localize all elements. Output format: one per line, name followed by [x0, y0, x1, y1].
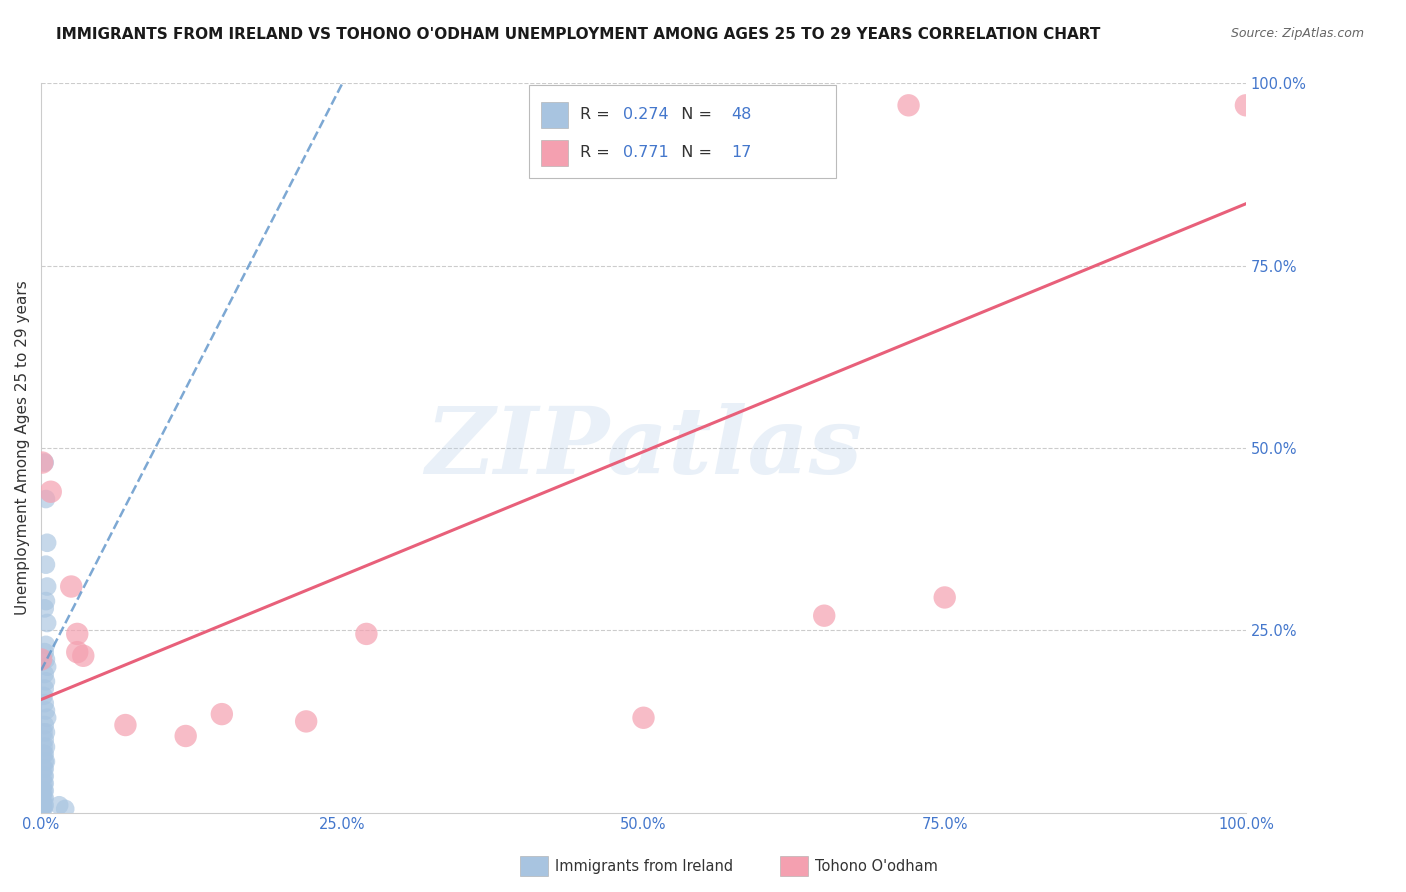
Point: [34, 645, 56, 659]
Point: [32, 739, 55, 754]
Point: [66, 627, 89, 641]
Text: Immigrants from Ireland: Immigrants from Ireland: [555, 859, 734, 873]
Point: [32, 791, 55, 805]
Point: [35, 594, 58, 608]
Point: [31, 802, 53, 816]
Text: ZIPatlas: ZIPatlas: [425, 403, 862, 493]
Point: [356, 627, 378, 641]
Point: [35, 674, 58, 689]
Point: [31, 783, 53, 797]
Point: [37, 535, 59, 549]
Point: [37, 615, 59, 630]
Point: [32, 725, 55, 739]
Point: [897, 98, 920, 112]
Point: [32, 802, 55, 816]
Point: [295, 714, 318, 729]
Point: [37, 580, 59, 594]
Point: [34, 769, 56, 783]
FancyBboxPatch shape: [541, 139, 568, 166]
Y-axis label: Unemployment Among Ages 25 to 29 years: Unemployment Among Ages 25 to 29 years: [15, 281, 30, 615]
Point: [32, 783, 55, 797]
Point: [633, 711, 655, 725]
Point: [48, 798, 70, 813]
FancyBboxPatch shape: [529, 85, 837, 178]
Point: [35, 491, 58, 506]
Text: R =: R =: [579, 107, 614, 122]
Point: [31, 791, 53, 805]
Text: N =: N =: [671, 107, 717, 122]
Point: [174, 729, 197, 743]
FancyBboxPatch shape: [541, 102, 568, 128]
Point: [35, 739, 58, 754]
Point: [37, 711, 59, 725]
Text: 48: 48: [731, 107, 752, 122]
Point: [53, 802, 76, 816]
Point: [37, 659, 59, 673]
Point: [1234, 98, 1257, 112]
Point: [72, 648, 94, 663]
Point: [31, 456, 53, 470]
Point: [60, 580, 83, 594]
Point: [34, 791, 56, 805]
Point: [34, 783, 56, 797]
Point: [934, 591, 956, 605]
Point: [34, 762, 56, 776]
Text: 0.274: 0.274: [623, 107, 669, 122]
Text: IMMIGRANTS FROM IRELAND VS TOHONO O'ODHAM UNEMPLOYMENT AMONG AGES 25 TO 29 YEARS: IMMIGRANTS FROM IRELAND VS TOHONO O'ODHA…: [56, 27, 1101, 42]
Point: [34, 667, 56, 681]
Point: [39, 484, 62, 499]
Point: [211, 707, 233, 722]
Point: [30, 652, 52, 666]
Text: N =: N =: [671, 145, 717, 161]
Point: [32, 798, 55, 813]
Point: [114, 718, 136, 732]
Point: [34, 456, 56, 470]
Point: [31, 798, 53, 813]
Point: [35, 725, 58, 739]
Text: Source: ZipAtlas.com: Source: ZipAtlas.com: [1230, 27, 1364, 40]
Point: [34, 732, 56, 747]
Point: [34, 747, 56, 762]
Point: [34, 755, 56, 769]
Text: R =: R =: [579, 145, 614, 161]
Point: [35, 652, 58, 666]
Point: [34, 696, 56, 710]
Point: [34, 776, 56, 790]
Point: [34, 718, 56, 732]
Point: [34, 681, 56, 696]
Point: [32, 769, 55, 783]
Point: [34, 798, 56, 813]
Text: 0.771: 0.771: [623, 145, 669, 161]
Point: [35, 638, 58, 652]
Point: [32, 776, 55, 790]
Text: 17: 17: [731, 145, 752, 161]
Point: [34, 601, 56, 615]
Point: [813, 608, 835, 623]
Point: [32, 689, 55, 703]
Point: [35, 755, 58, 769]
Point: [32, 747, 55, 762]
Point: [35, 558, 58, 572]
Point: [66, 645, 89, 659]
Point: [32, 762, 55, 776]
Text: Tohono O'odham: Tohono O'odham: [815, 859, 938, 873]
Point: [35, 703, 58, 717]
